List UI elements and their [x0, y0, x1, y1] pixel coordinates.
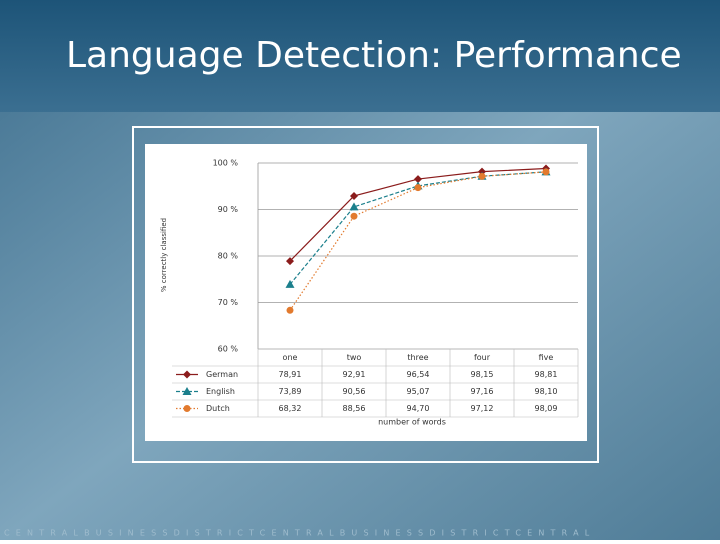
data-label: 97,12 — [471, 404, 494, 413]
point — [286, 257, 294, 266]
point — [350, 191, 358, 200]
chart-area — [145, 144, 587, 441]
data-label: 73,89 — [279, 387, 302, 396]
y-axis-label: % correctly classified — [160, 218, 168, 292]
data-label: 98,10 — [535, 387, 558, 396]
legend-marker — [182, 387, 192, 395]
series-line — [289, 171, 547, 311]
chart: 60 % 70 % 80 % 90 % 100 % % correctly classif… — [160, 159, 579, 427]
y-tick-label: 60 % — [218, 345, 239, 354]
x-tick-label: four — [474, 353, 491, 362]
legend-marker — [183, 370, 191, 379]
data-label: 95,07 — [407, 387, 430, 396]
y-tick-label: 90 % — [218, 205, 239, 214]
data-label: 98,15 — [471, 370, 494, 379]
point — [349, 202, 359, 211]
frame — [132, 126, 599, 463]
x-tick-label: three — [407, 353, 428, 362]
point — [286, 306, 294, 314]
point — [542, 168, 550, 176]
data-label: 98,09 — [535, 404, 558, 413]
point — [414, 184, 422, 192]
point — [478, 172, 486, 180]
x-tick-label: five — [539, 353, 554, 362]
legend-label: German — [206, 370, 238, 379]
point — [350, 212, 358, 220]
x-axis-label: number of words — [378, 418, 446, 427]
data-label: 98,81 — [535, 370, 558, 379]
y-tick-label: 70 % — [218, 298, 239, 307]
legend-label: English — [206, 387, 235, 396]
data-label: 94,70 — [407, 404, 430, 413]
data-label: 90,56 — [343, 387, 366, 396]
x-tick-label: one — [283, 353, 298, 362]
data-label: 92,91 — [343, 370, 366, 379]
data-label: 68,32 — [279, 404, 302, 413]
data-label: 88,56 — [343, 404, 366, 413]
legend-label: Dutch — [206, 404, 230, 413]
legend-marker — [183, 405, 191, 412]
footer: CENTRALBUSINESSDISTRICTCENTRALBUSINESSDI… — [4, 529, 595, 538]
title-band — [0, 0, 720, 112]
slide-title: Language Detection: Performance — [66, 35, 682, 76]
x-tick-label: two — [347, 353, 362, 362]
data-label: 78,91 — [279, 370, 302, 379]
data-label: 97,16 — [471, 387, 494, 396]
point — [414, 175, 422, 184]
y-tick-label: 100 % — [213, 159, 239, 168]
data-label: 96,54 — [407, 370, 430, 379]
point — [285, 279, 295, 288]
y-tick-label: 80 % — [218, 252, 239, 261]
